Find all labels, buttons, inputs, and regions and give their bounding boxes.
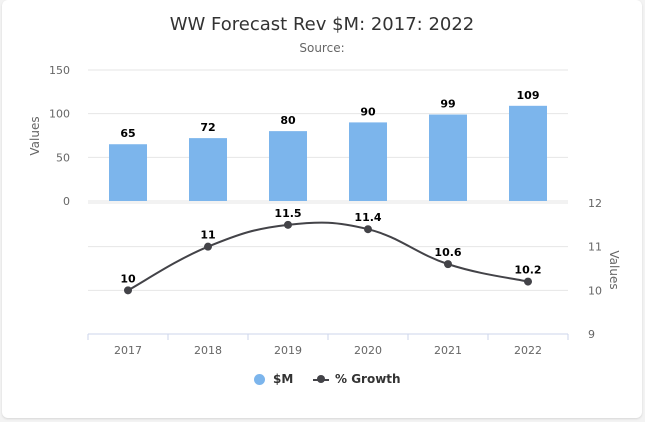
legend-item-bar[interactable]: $M — [254, 372, 293, 386]
top-y-ticks: 0 50 100 150 — [49, 64, 70, 208]
legend-line-icon — [313, 374, 329, 385]
x-tick-label: 2017 — [114, 344, 142, 357]
growth-data-label: 10.2 — [514, 264, 541, 277]
bar-data-labels: 65 72 80 90 99 109 — [120, 89, 539, 140]
bar-data-label: 90 — [360, 105, 376, 118]
top-y-tick-label: 150 — [49, 64, 70, 77]
legend-item-line[interactable]: % Growth — [313, 372, 401, 386]
growth-point — [284, 220, 292, 229]
chart-title: WW Forecast Rev $M: 2017: 2022 — [169, 14, 475, 35]
growth-point — [124, 286, 132, 295]
top-grid — [88, 69, 568, 202]
top-y-axis-title: Values — [28, 116, 42, 155]
bar-data-label: 80 — [280, 114, 296, 127]
bar-data-label: 99 — [440, 98, 455, 111]
bar — [189, 138, 227, 201]
x-tick-label: 2022 — [514, 344, 542, 357]
bottom-y-tick-label: 11 — [588, 241, 602, 254]
bar-data-label: 65 — [120, 127, 135, 140]
top-y-tick-label: 50 — [56, 151, 70, 164]
chart-subtitle: Source: — [299, 41, 345, 55]
growth-data-label: 11.5 — [274, 207, 301, 220]
legend: $M % Growth — [2, 372, 642, 392]
growth-line — [127, 221, 529, 292]
growth-points — [124, 220, 532, 295]
growth-point — [364, 225, 372, 234]
legend-label-bar: $M — [273, 372, 294, 386]
bar — [509, 105, 547, 201]
legend-label-line: % Growth — [335, 372, 401, 386]
top-y-tick-label: 100 — [49, 108, 70, 121]
growth-point — [524, 277, 532, 286]
bottom-y-tick-label: 12 — [588, 197, 602, 210]
growth-point — [204, 242, 212, 251]
bar — [429, 114, 467, 201]
bar — [109, 144, 147, 201]
growth-data-label: 10 — [120, 272, 136, 285]
x-tick-label: 2021 — [434, 344, 462, 357]
x-tick-label: 2018 — [194, 344, 222, 357]
bottom-y-tick-label: 9 — [588, 328, 595, 341]
bottom-y-ticks: 9 10 11 12 — [588, 197, 602, 341]
growth-data-label: 11.4 — [354, 211, 381, 224]
bar-data-label: 72 — [200, 121, 215, 134]
bar — [349, 122, 387, 201]
x-tick-label: 2019 — [274, 344, 302, 357]
x-ticks: 2017 2018 2019 2020 2021 2022 — [87, 333, 569, 357]
bar — [269, 131, 307, 201]
bar-series — [109, 105, 547, 201]
x-tick-label: 2020 — [354, 344, 382, 357]
growth-data-labels: 10 11 11.5 11.4 10.6 10.2 — [120, 207, 541, 286]
bottom-y-axis-title: Values — [607, 250, 621, 289]
top-y-tick-label: 0 — [63, 195, 70, 208]
growth-point — [444, 260, 452, 269]
bottom-y-tick-label: 10 — [588, 284, 602, 297]
growth-data-label: 10.6 — [434, 246, 461, 259]
legend-circle-icon — [254, 373, 265, 385]
bar-data-label: 109 — [517, 89, 540, 102]
growth-data-label: 11 — [200, 229, 215, 242]
